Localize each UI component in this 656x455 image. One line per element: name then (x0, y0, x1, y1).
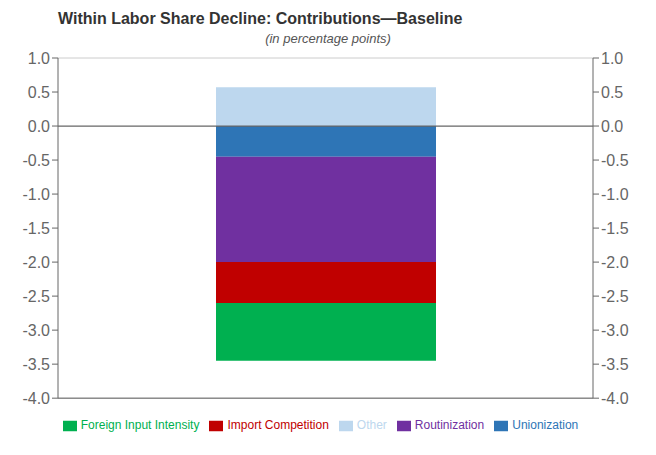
svg-text:-3.0: -3.0 (601, 322, 629, 339)
svg-text:-4.0: -4.0 (601, 390, 629, 407)
svg-text:-3.5: -3.5 (601, 356, 629, 373)
svg-text:-1.0: -1.0 (22, 186, 50, 203)
svg-text:0.0: 0.0 (601, 118, 623, 135)
svg-text:-1.5: -1.5 (601, 220, 629, 237)
svg-text:-2.0: -2.0 (22, 254, 50, 271)
html-text:Unionization: Unionization (512, 418, 579, 433)
svg-text:0.5: 0.5 (601, 84, 623, 101)
svg-text:1.0: 1.0 (601, 50, 623, 67)
html-text:Import Competition: Import Competition (227, 418, 329, 433)
svg-text:0.5: 0.5 (28, 84, 50, 101)
svg-text:0.0: 0.0 (28, 118, 50, 135)
html-text:(in percentage points): (in percentage points) (265, 31, 391, 46)
svg-text:-2.5: -2.5 (22, 288, 50, 305)
svg-text:-1.5: -1.5 (22, 220, 50, 237)
svg-text:1.0: 1.0 (28, 50, 50, 67)
svg-text:-1.0: -1.0 (601, 186, 629, 203)
html-text:Within Labor Share Decline: Co: Within Labor Share Decline: Contribution… (58, 10, 463, 27)
html-text:Foreign Input Intensity: Foreign Input Intensity (80, 418, 200, 433)
html-text:Routinization: Routinization (414, 418, 485, 433)
svg-text:-2.0: -2.0 (601, 254, 629, 271)
svg-text:-3.5: -3.5 (22, 356, 50, 373)
svg-text:-0.5: -0.5 (601, 152, 629, 169)
svg-text:-0.5: -0.5 (22, 152, 50, 169)
svg-text:-3.0: -3.0 (22, 322, 50, 339)
svg-text:-4.0: -4.0 (22, 390, 50, 407)
html-text:Other: Other (356, 418, 387, 433)
svg-text:-2.5: -2.5 (601, 288, 629, 305)
